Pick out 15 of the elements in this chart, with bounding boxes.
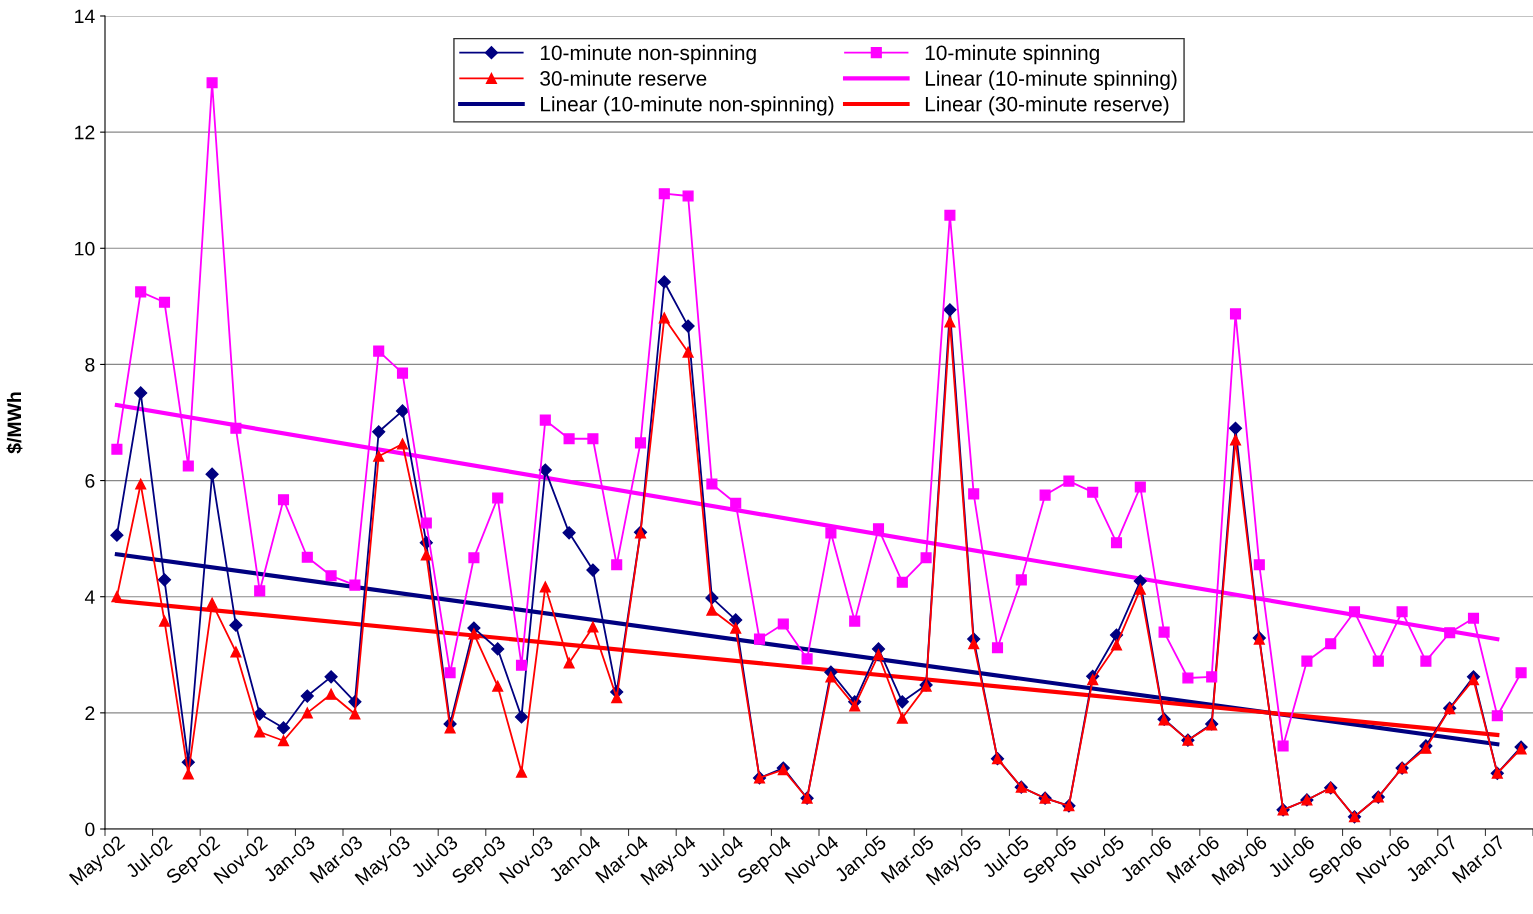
y-tick-label: 0 (85, 822, 95, 837)
y-tick-label: 4 (84, 590, 95, 604)
y-tick-label: 2 (85, 706, 95, 720)
legend-label: 10-minute non-spinning (540, 44, 756, 65)
y-tick-label: 6 (85, 474, 95, 488)
legend-label: Linear (30-minute reserve) (925, 96, 1169, 116)
legend-label: Linear (10-minute non-spinning) (541, 96, 834, 116)
y-tick-label: 14 (75, 9, 95, 24)
legend-label: 30-minute reserve (540, 70, 707, 86)
y-tick-label: 8 (85, 357, 95, 372)
y-tick-label: 10 (75, 241, 95, 256)
y-axis-title: $/MWh (6, 392, 23, 454)
legend-label: 10-minute spinning (925, 44, 1099, 65)
legend-label: Linear (10-minute spinning) (925, 70, 1177, 90)
y-tick-label: 12 (75, 125, 95, 140)
